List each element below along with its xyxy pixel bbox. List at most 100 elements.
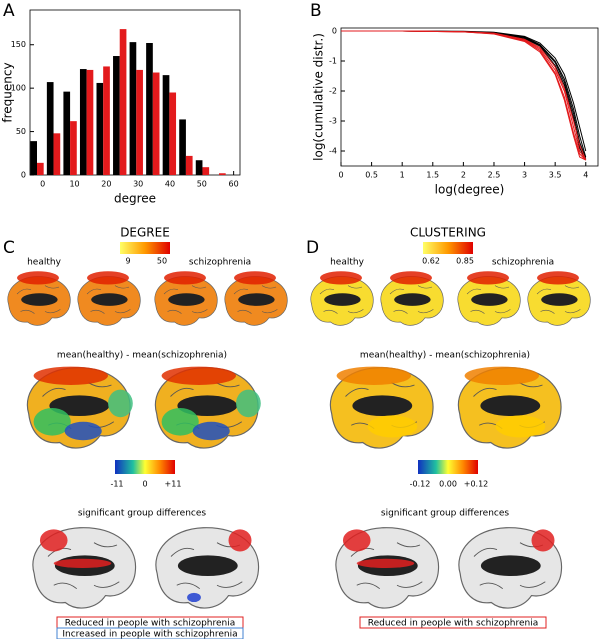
colorbar <box>115 460 175 474</box>
colorbar-label: -0.12 <box>410 480 431 489</box>
bar <box>86 69 94 175</box>
colorbar-label: 9 <box>125 257 130 266</box>
brain-region <box>192 421 230 441</box>
line <box>341 30 587 152</box>
x-tick-label: 3 <box>522 171 527 180</box>
section-title: significant group differences <box>381 509 510 519</box>
brain-region <box>161 408 199 436</box>
brain-region <box>187 592 201 603</box>
colorbar-label: 0.85 <box>456 257 474 266</box>
legend-label: Reduced in people with schizophrenia <box>65 619 236 629</box>
line <box>341 30 587 161</box>
brain-region <box>390 271 432 285</box>
bar <box>129 42 137 176</box>
panel-label: C <box>3 238 15 258</box>
bar <box>96 82 104 175</box>
y-tick-label: -2 <box>329 87 337 96</box>
legend-label: Reduced in people with schizophrenia <box>368 619 539 629</box>
x-tick-label: 60 <box>229 180 239 189</box>
y-tick-label: 100 <box>11 84 26 93</box>
x-tick-label: 2.5 <box>488 171 501 180</box>
brain-region <box>234 271 276 285</box>
bar <box>46 82 54 175</box>
brain-region <box>33 366 108 385</box>
bar <box>219 173 226 175</box>
group-label: healthy <box>27 258 61 268</box>
axes-frame <box>340 27 599 167</box>
x-tick-label: 1 <box>400 171 405 180</box>
y-axis-label: frequency <box>1 62 15 122</box>
bar <box>37 162 44 175</box>
bar <box>136 69 143 175</box>
bar <box>30 141 37 175</box>
bar <box>119 29 127 176</box>
legend-label: Increased in people with schizophrenia <box>62 630 237 639</box>
x-tick-label: 10 <box>69 180 79 189</box>
y-tick-label: -4 <box>329 147 337 156</box>
bar <box>152 72 160 175</box>
line <box>341 30 587 161</box>
x-tick-label: 0 <box>40 180 45 189</box>
group-label: healthy <box>330 258 364 268</box>
panel-label: B <box>310 1 322 21</box>
brain-region <box>161 366 236 385</box>
panel-title: CLUSTERING <box>410 226 486 240</box>
bar <box>70 121 77 175</box>
colorbar-label: +11 <box>165 480 182 489</box>
brain-region <box>367 415 418 438</box>
y-tick-label: -3 <box>329 117 337 126</box>
x-tick-label: 0.5 <box>365 171 378 180</box>
brain-region <box>495 415 546 438</box>
brain-region <box>342 529 371 552</box>
x-tick-label: 0 <box>338 171 343 180</box>
x-tick-label: 40 <box>165 180 175 189</box>
group-label: schizophrenia <box>189 258 251 268</box>
brain-region <box>87 271 129 285</box>
bar <box>113 56 120 175</box>
x-axis-label: degree <box>114 192 156 206</box>
brain-region <box>336 366 411 385</box>
x-tick-label: 4 <box>583 171 588 180</box>
panel-label: D <box>306 238 319 258</box>
group-label: schizophrenia <box>492 258 554 268</box>
brain-region <box>164 271 206 285</box>
brain-region <box>320 271 362 285</box>
legend-box <box>56 627 244 639</box>
colorbar-label: 0.62 <box>422 257 440 266</box>
colorbar-label: 0.00 <box>439 480 457 489</box>
colorbar-label: -11 <box>110 480 123 489</box>
brain-region <box>537 271 579 285</box>
line <box>341 30 587 159</box>
bar <box>162 75 170 175</box>
section-title: mean(healthy) - mean(schizophrenia) <box>57 351 227 361</box>
colorbar-label: +0.12 <box>464 480 489 489</box>
brain-region <box>64 421 102 441</box>
brain-region <box>236 389 261 418</box>
bar <box>185 155 193 175</box>
line <box>341 30 587 161</box>
x-tick-label: 30 <box>133 180 143 189</box>
y-tick-label: 0 <box>21 171 26 180</box>
colorbar-label: 50 <box>157 257 167 266</box>
bar <box>202 167 210 175</box>
colorbar <box>120 242 170 254</box>
bar <box>103 66 110 175</box>
line <box>341 30 587 158</box>
bar <box>146 43 153 175</box>
y-tick-label: 0 <box>332 27 337 36</box>
brain-region <box>228 529 252 552</box>
bar <box>195 160 203 175</box>
x-tick-label: 1.5 <box>426 171 439 180</box>
bar <box>169 92 177 175</box>
bar <box>63 91 71 175</box>
section-title: mean(healthy) - mean(schizophrenia) <box>360 351 530 361</box>
y-tick-label: 50 <box>16 127 26 136</box>
x-tick-label: 50 <box>197 180 207 189</box>
x-tick-label: 2 <box>461 171 466 180</box>
panel-label: A <box>3 1 15 21</box>
y-tick-label: -1 <box>329 57 337 66</box>
bar <box>53 133 61 175</box>
brain-region <box>467 271 509 285</box>
brain-region <box>531 529 555 552</box>
